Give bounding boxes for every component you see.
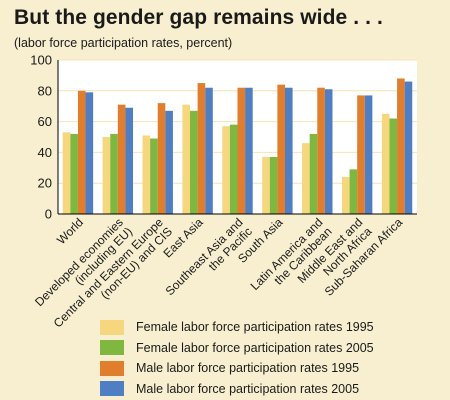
bar xyxy=(205,87,213,214)
bar xyxy=(349,169,358,214)
legend-swatch xyxy=(100,319,124,335)
bar xyxy=(262,157,270,214)
bar xyxy=(341,177,350,214)
bar xyxy=(70,133,78,214)
x-tick-label: World xyxy=(54,215,86,247)
y-tick-label: 80 xyxy=(38,83,52,98)
legend-item: Male labor force participation rates 200… xyxy=(100,379,374,400)
bar xyxy=(317,87,325,214)
legend-swatch xyxy=(100,360,124,376)
legend-label: Female labor force participation rates 2… xyxy=(136,340,374,355)
legend-swatch xyxy=(100,340,124,356)
bar xyxy=(165,110,173,214)
bar xyxy=(62,132,71,214)
y-tick-label: 20 xyxy=(38,176,52,191)
y-tick-label: 40 xyxy=(38,145,52,160)
legend-label: Male labor force participation rates 200… xyxy=(136,381,360,396)
bar xyxy=(284,87,293,214)
legend-label: Male labor force participation rates 199… xyxy=(136,361,360,376)
chart-legend: Female labor force participation rates 1… xyxy=(100,317,374,399)
bar xyxy=(110,133,118,214)
bar xyxy=(229,124,238,214)
chart-title: But the gender gap remains wide . . . xyxy=(14,6,383,29)
bar xyxy=(117,104,126,214)
bar xyxy=(245,87,253,214)
bar xyxy=(102,137,111,214)
bar xyxy=(125,107,134,214)
bar xyxy=(324,89,333,214)
y-tick-label: 0 xyxy=(45,207,52,222)
bar xyxy=(182,104,191,214)
bar xyxy=(357,95,365,214)
bar xyxy=(364,95,373,214)
legend-item: Male labor force participation rates 199… xyxy=(100,358,374,379)
bar xyxy=(150,138,158,214)
legend-label: Female labor force participation rates 1… xyxy=(136,320,374,335)
bar xyxy=(269,157,278,214)
bar xyxy=(404,81,413,214)
legend-item: Female labor force participation rates 2… xyxy=(100,338,374,359)
bar xyxy=(190,110,198,214)
bar xyxy=(222,126,230,214)
bar xyxy=(197,83,206,214)
bar xyxy=(77,90,86,214)
bar xyxy=(85,92,94,214)
bar xyxy=(302,143,310,214)
legend-item: Female labor force participation rates 1… xyxy=(100,317,374,338)
y-tick-label: 60 xyxy=(38,114,52,129)
bar xyxy=(389,118,398,214)
bar xyxy=(381,113,390,214)
bar xyxy=(397,78,405,214)
bar xyxy=(157,103,166,214)
legend-swatch xyxy=(100,381,124,397)
y-tick-label: 100 xyxy=(30,53,52,68)
chart-subtitle: (labor force participation rates, percen… xyxy=(14,36,233,50)
bar xyxy=(237,87,246,214)
bar xyxy=(309,133,318,214)
bar xyxy=(142,135,151,214)
bar xyxy=(277,84,285,214)
